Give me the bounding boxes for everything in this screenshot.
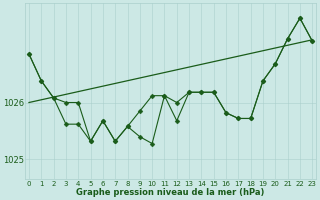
X-axis label: Graphe pression niveau de la mer (hPa): Graphe pression niveau de la mer (hPa): [76, 188, 265, 197]
